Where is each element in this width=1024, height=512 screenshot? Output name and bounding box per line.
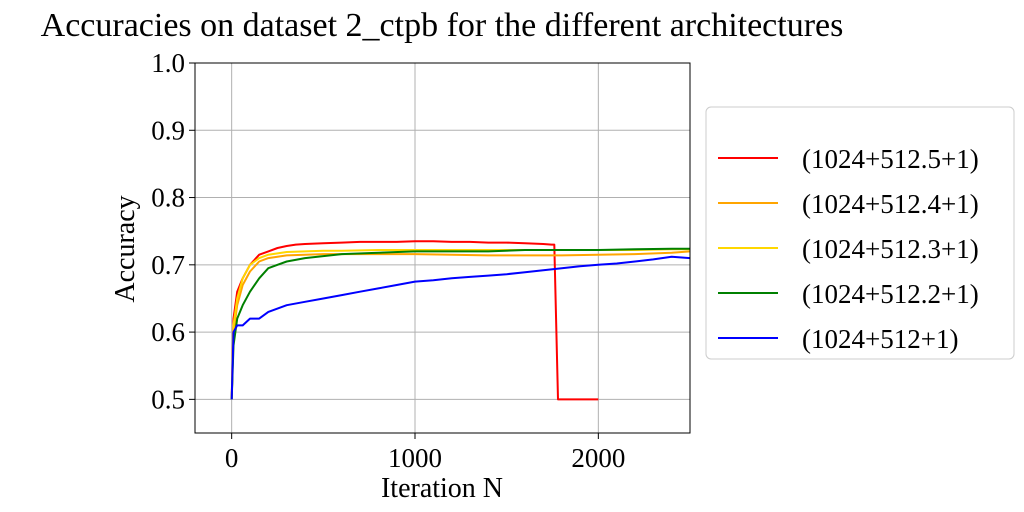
x-tick-label: 1000 — [388, 443, 442, 473]
legend-label-4: (1024+512.2+1) — [802, 279, 979, 309]
legend: (1024+512.5+1) (1024+512.4+1) (1024+512.3+… — [705, 106, 1015, 360]
legend-label-3: (1024+512.3+1) — [802, 234, 979, 264]
legend-label-5: (1024+512+1) — [802, 324, 958, 354]
series-line-1 — [230, 240, 599, 401]
legend-label-2: (1024+512.4+1) — [802, 189, 979, 219]
x-tick-label: 0 — [225, 443, 239, 473]
y-tick-label: 0.8 — [151, 183, 185, 213]
x-tick-label: 2000 — [571, 443, 625, 473]
series-line-2 — [230, 250, 691, 400]
y-axis-label: Accuracy — [110, 195, 141, 302]
series-lines — [230, 240, 691, 401]
x-axis-ticks: 0 1000 2000 — [225, 433, 625, 473]
y-tick-label: 0.5 — [151, 384, 185, 414]
y-tick-label: 1.0 — [151, 48, 185, 78]
series-line-5 — [230, 255, 691, 400]
chart-title: Accuracies on dataset 2_ctpb for the dif… — [41, 7, 844, 44]
grid-lines — [195, 62, 690, 433]
y-tick-label: 0.7 — [151, 250, 185, 280]
series-line-4 — [230, 247, 690, 400]
y-axis-ticks: 0.5 0.6 0.7 0.8 0.9 1.0 — [151, 48, 195, 414]
y-tick-label: 0.9 — [151, 115, 185, 145]
y-tick-label: 0.6 — [151, 317, 185, 347]
plot-area — [194, 62, 691, 434]
legend-box — [705, 106, 1015, 360]
series-line-3 — [230, 248, 690, 400]
x-axis-label: Iteration N — [381, 473, 503, 504]
legend-label-1: (1024+512.5+1) — [802, 144, 979, 174]
